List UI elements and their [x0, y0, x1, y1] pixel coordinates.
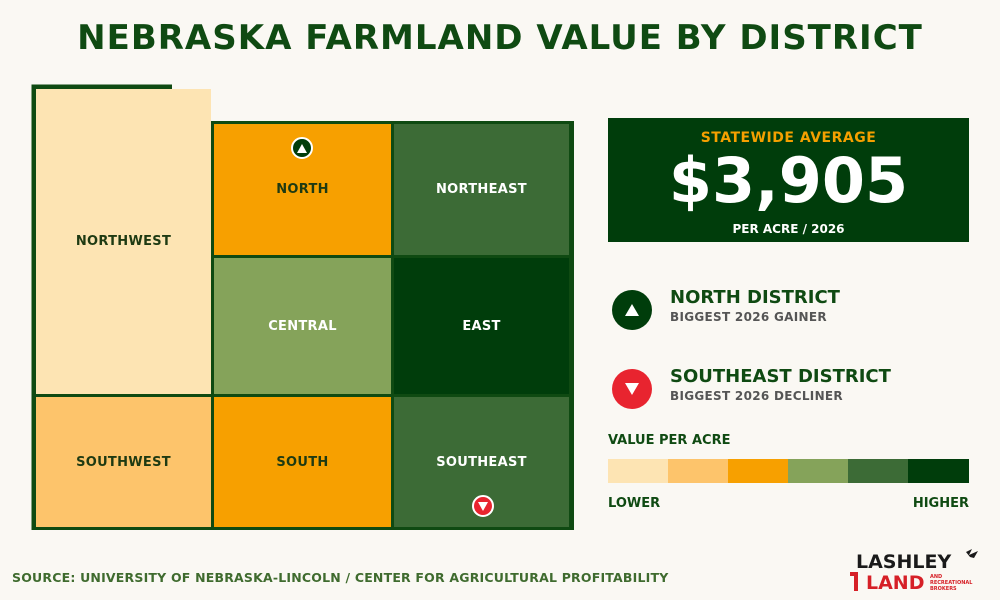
- legend-title: VALUE PER ACRE: [608, 433, 731, 448]
- decliner-title: SOUTHEAST DISTRICT: [670, 366, 891, 387]
- legend-swatch: [848, 459, 908, 483]
- logo-mark: LASHLEY LAND AND RECREATIONAL BROKERS: [850, 549, 978, 594]
- legend-swatch: [608, 459, 668, 483]
- district-label-east: EAST: [462, 318, 501, 334]
- district-northeast[interactable]: NORTHEAST: [394, 124, 569, 255]
- district-central[interactable]: CENTRAL: [214, 258, 391, 394]
- district-northwest-panhandle: [36, 89, 173, 123]
- district-south[interactable]: SOUTH: [214, 397, 391, 527]
- district-north[interactable]: NORTH: [214, 124, 391, 255]
- gainer-title: NORTH DISTRICT: [670, 287, 840, 308]
- north-gain-marker: [291, 137, 313, 159]
- district-label-central: CENTRAL: [268, 318, 337, 334]
- legend-swatch: [668, 459, 728, 483]
- district-label-southeast: SOUTHEAST: [436, 454, 527, 470]
- stat-label: STATEWIDE AVERAGE: [700, 130, 877, 146]
- svg-text:LASHLEY: LASHLEY: [856, 551, 951, 573]
- statewide-average-box: STATEWIDE AVERAGE $3,905 PER ACRE / 2026: [608, 118, 969, 242]
- source-credit: SOURCE: UNIVERSITY OF NEBRASKA-LINCOLN /…: [12, 570, 669, 585]
- triangle-down-icon: [625, 383, 639, 395]
- svg-text:AND: AND: [930, 574, 942, 580]
- district-label-northwest: NORTHWEST: [75, 234, 172, 249]
- district-east[interactable]: EAST: [394, 258, 569, 394]
- district-label-south: SOUTH: [276, 454, 329, 470]
- triangle-up-icon: [297, 143, 307, 153]
- southeast-decline-marker: [472, 495, 494, 517]
- stat-value: $3,905: [668, 144, 909, 217]
- legend-swatch: [728, 459, 788, 483]
- lashley-land-logo: LASHLEY LAND AND RECREATIONAL BROKERS: [848, 548, 988, 594]
- svg-text:RECREATIONAL: RECREATIONAL: [930, 580, 973, 586]
- legend-swatch: [788, 459, 848, 483]
- district-northwest[interactable]: NORTHWEST: [36, 89, 211, 394]
- district-southwest[interactable]: SOUTHWEST: [36, 397, 211, 527]
- triangle-up-icon: [625, 304, 639, 316]
- gainer-icon: [612, 290, 652, 330]
- legend-low-label: LOWER: [608, 496, 661, 511]
- district-label-north: NORTH: [276, 182, 329, 197]
- decliner-sub: BIGGEST 2026 DECLINER: [670, 389, 843, 403]
- stat-sub: PER ACRE / 2026: [732, 222, 845, 236]
- legend-high-label: HIGHER: [912, 496, 969, 511]
- svg-text:BROKERS: BROKERS: [930, 586, 957, 592]
- district-label-northeast: NORTHEAST: [436, 182, 527, 197]
- district-label-southwest: SOUTHWEST: [76, 454, 171, 470]
- page-title: NEBRASKA FARMLAND VALUE BY DISTRICT: [77, 18, 923, 58]
- decliner-icon: [612, 369, 652, 409]
- gainer-sub: BIGGEST 2026 GAINER: [670, 310, 827, 324]
- svg-text:LAND: LAND: [866, 572, 924, 592]
- legend-swatch: [908, 459, 969, 483]
- triangle-down-icon: [478, 501, 488, 511]
